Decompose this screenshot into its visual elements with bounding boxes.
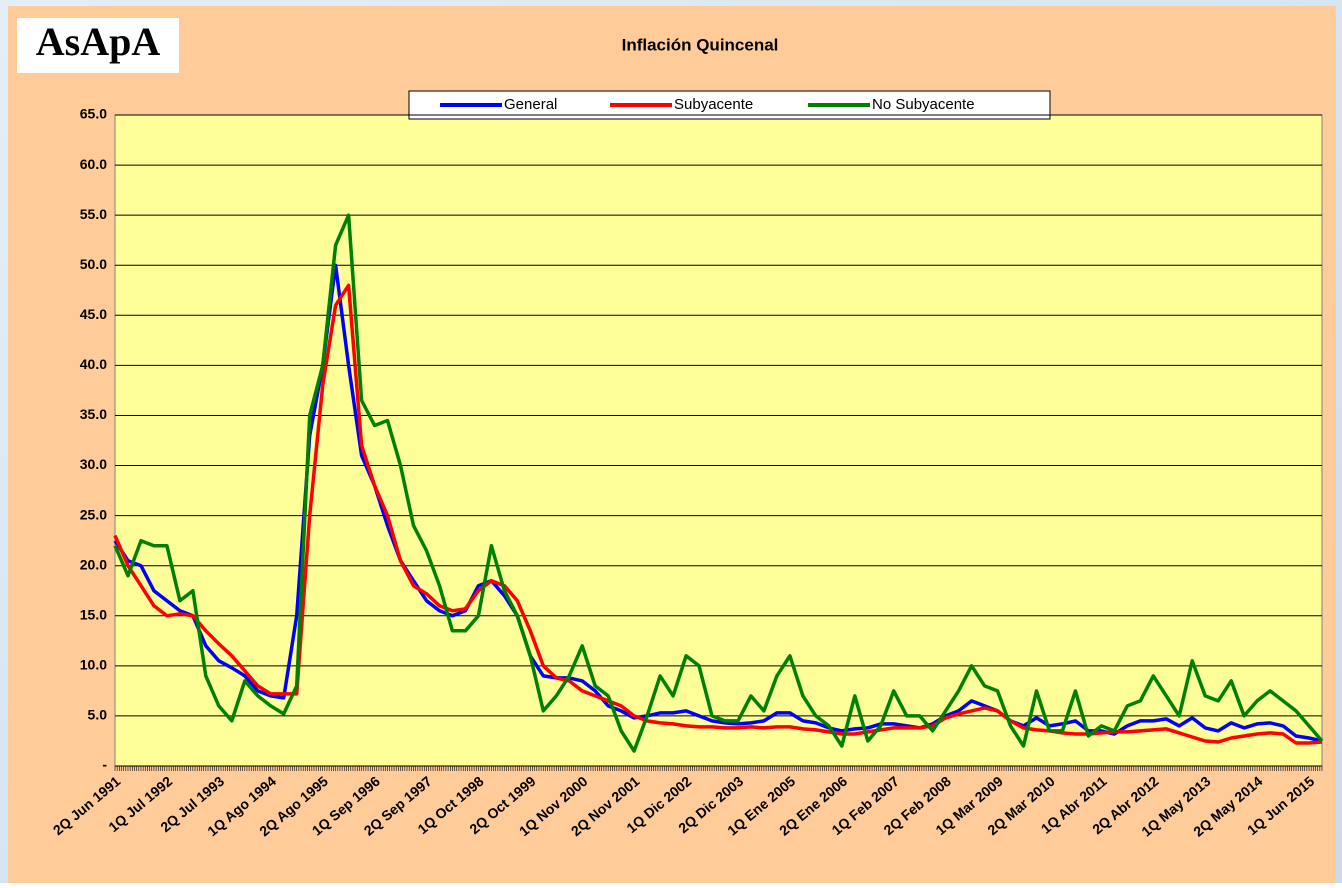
y-tick-label: - [102,757,107,773]
y-tick-label: 60.0 [80,156,107,172]
y-tick-label: 25.0 [80,506,107,522]
y-tick-label: 5.0 [88,707,108,723]
chart-title: Inflación Quincenal [622,35,779,54]
legend-label: General [504,96,557,113]
series-line [113,263,1323,743]
y-tick-label: 20.0 [80,556,107,572]
y-tick-label: 45.0 [80,306,107,322]
y-tick-label: 65.0 [80,106,107,122]
y-tick-label: 15.0 [80,606,107,622]
legend [408,90,1051,120]
y-tick-label: 10.0 [80,657,107,673]
legend-label: Subyacente [674,96,753,113]
series-line [113,283,1323,745]
y-tick-label: 30.0 [80,456,107,472]
legend-label: No Subyacente [872,96,975,113]
y-tick-label: 50.0 [80,256,107,272]
y-tick-label: 35.0 [80,406,107,422]
y-tick-label: 55.0 [80,206,107,222]
logo: AsApA [36,19,161,64]
series-line [113,213,1324,753]
y-tick-label: 40.0 [80,356,107,372]
logo-box [17,18,179,73]
